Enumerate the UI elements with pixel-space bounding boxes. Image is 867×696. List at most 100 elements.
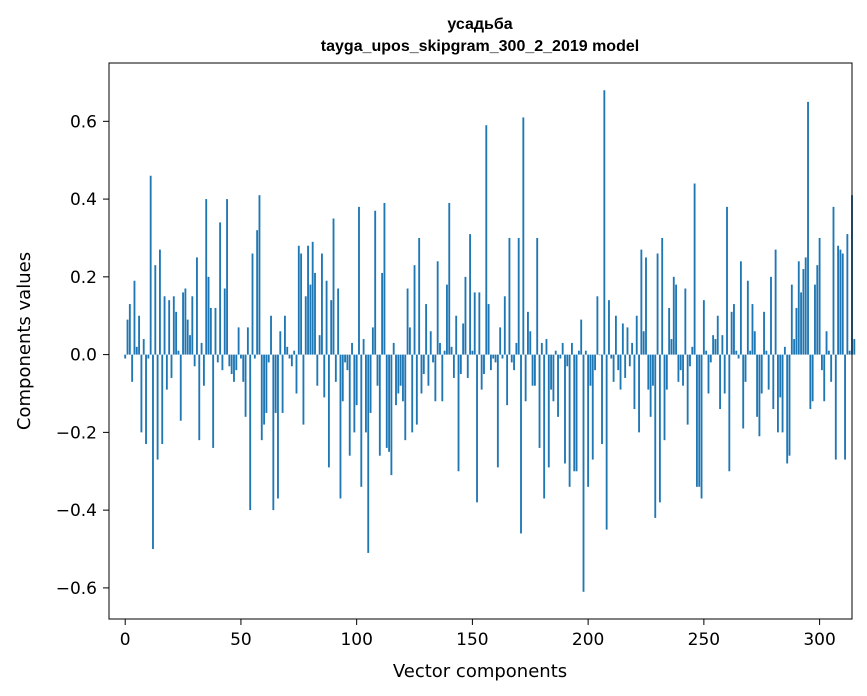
bar-component-244 (689, 354, 691, 367)
bar-component-215 (621, 323, 624, 355)
bar-component-145 (459, 354, 462, 375)
bar-component-71 (288, 354, 291, 359)
bar-component-291 (797, 261, 800, 355)
bar-component-293 (802, 269, 805, 355)
bar-component-79 (307, 245, 309, 355)
bar-component-123 (408, 327, 411, 355)
bar-component-76 (300, 253, 303, 355)
x-tick-label: 250 (688, 630, 720, 650)
bar-component-17 (163, 296, 166, 355)
bar-component-49 (237, 327, 240, 355)
bar-component-104 (365, 354, 367, 433)
bar-component-227 (649, 354, 652, 417)
bar-component-221 (635, 315, 638, 355)
y-tick-label: 0.4 (70, 190, 97, 210)
bar-component-20 (170, 354, 173, 378)
bar-component-315 (853, 339, 856, 355)
bar-component-230 (656, 253, 659, 355)
bar-component-7 (140, 354, 143, 433)
bar-component-205 (598, 354, 601, 356)
bar-component-39 (214, 307, 217, 355)
bar-component-231 (658, 354, 661, 503)
bar-component-288 (790, 284, 793, 355)
bar-component-184 (550, 354, 553, 390)
bar-component-51 (242, 354, 245, 382)
bar-component-4 (133, 280, 136, 355)
bar-component-307 (834, 354, 837, 460)
bar-component-158 (489, 354, 492, 371)
bar-component-267 (742, 354, 745, 429)
bar-component-55 (251, 253, 254, 355)
bar-component-174 (527, 311, 529, 355)
bar-component-203 (594, 354, 596, 371)
bar-component-269 (746, 280, 749, 355)
bar-component-277 (765, 350, 768, 355)
bar-component-306 (832, 206, 835, 355)
bar-component-12 (152, 354, 154, 550)
x-tick-label: 0 (120, 630, 131, 650)
bar-component-289 (793, 339, 796, 355)
bar-component-208 (605, 354, 608, 530)
bar-component-161 (496, 354, 499, 468)
bar-component-172 (522, 117, 525, 355)
bar-component-233 (663, 354, 666, 441)
bar-component-232 (661, 237, 664, 355)
bar-component-253 (709, 354, 712, 363)
bar-component-41 (219, 222, 222, 355)
bar-component-162 (499, 327, 502, 355)
bar-component-64 (272, 354, 275, 511)
bar-component-165 (506, 354, 509, 406)
bar-component-294 (804, 257, 807, 355)
bar-component-0 (124, 354, 127, 359)
bar-component-130 (425, 304, 428, 355)
bar-component-156 (485, 125, 488, 355)
bar-component-40 (216, 354, 219, 363)
bar-component-188 (559, 354, 562, 359)
bar-component-109 (376, 354, 379, 386)
bar-component-137 (441, 354, 444, 402)
bar-component-201 (589, 354, 592, 386)
bar-component-177 (533, 354, 536, 386)
bar-component-136 (439, 342, 441, 355)
bar-component-223 (640, 249, 643, 355)
bar-component-297 (811, 354, 814, 402)
bar-component-147 (464, 276, 467, 355)
bar-component-157 (487, 304, 490, 355)
bar-component-268 (744, 354, 747, 382)
bar-component-282 (777, 354, 779, 433)
bar-component-197 (580, 319, 583, 355)
bar-component-195 (575, 354, 578, 472)
bar-component-97 (348, 354, 351, 456)
bar-component-73 (293, 350, 296, 355)
bar-component-96 (346, 354, 349, 371)
bar-component-228 (652, 354, 654, 386)
bar-component-8 (142, 339, 145, 355)
bar-component-6 (138, 315, 141, 355)
bar-component-31 (196, 257, 198, 355)
bar-component-222 (638, 354, 640, 433)
bar-component-264 (735, 350, 738, 355)
bar-component-28 (189, 335, 191, 355)
bar-component-29 (191, 296, 194, 355)
bar-component-256 (716, 315, 719, 355)
y-tick-label: 0.2 (70, 268, 97, 288)
bar-component-238 (675, 284, 678, 355)
bar-component-99 (353, 354, 356, 433)
bar-component-78 (304, 296, 307, 355)
x-tick-label: 100 (340, 630, 372, 650)
bar-component-91 (334, 354, 337, 382)
bar-component-167 (510, 354, 513, 363)
bar-component-211 (612, 354, 615, 382)
bar-component-144 (457, 354, 460, 472)
bar-component-278 (767, 354, 770, 390)
bar-component-261 (728, 354, 731, 472)
bar-component-135 (436, 261, 439, 355)
bar-component-204 (596, 296, 599, 355)
bar-component-286 (786, 354, 789, 464)
bar-component-185 (552, 354, 555, 402)
bar-component-58 (258, 195, 261, 355)
bar-component-126 (415, 354, 418, 425)
bar-component-225 (645, 257, 647, 355)
bar-component-309 (839, 249, 842, 355)
bar-component-107 (371, 327, 374, 355)
